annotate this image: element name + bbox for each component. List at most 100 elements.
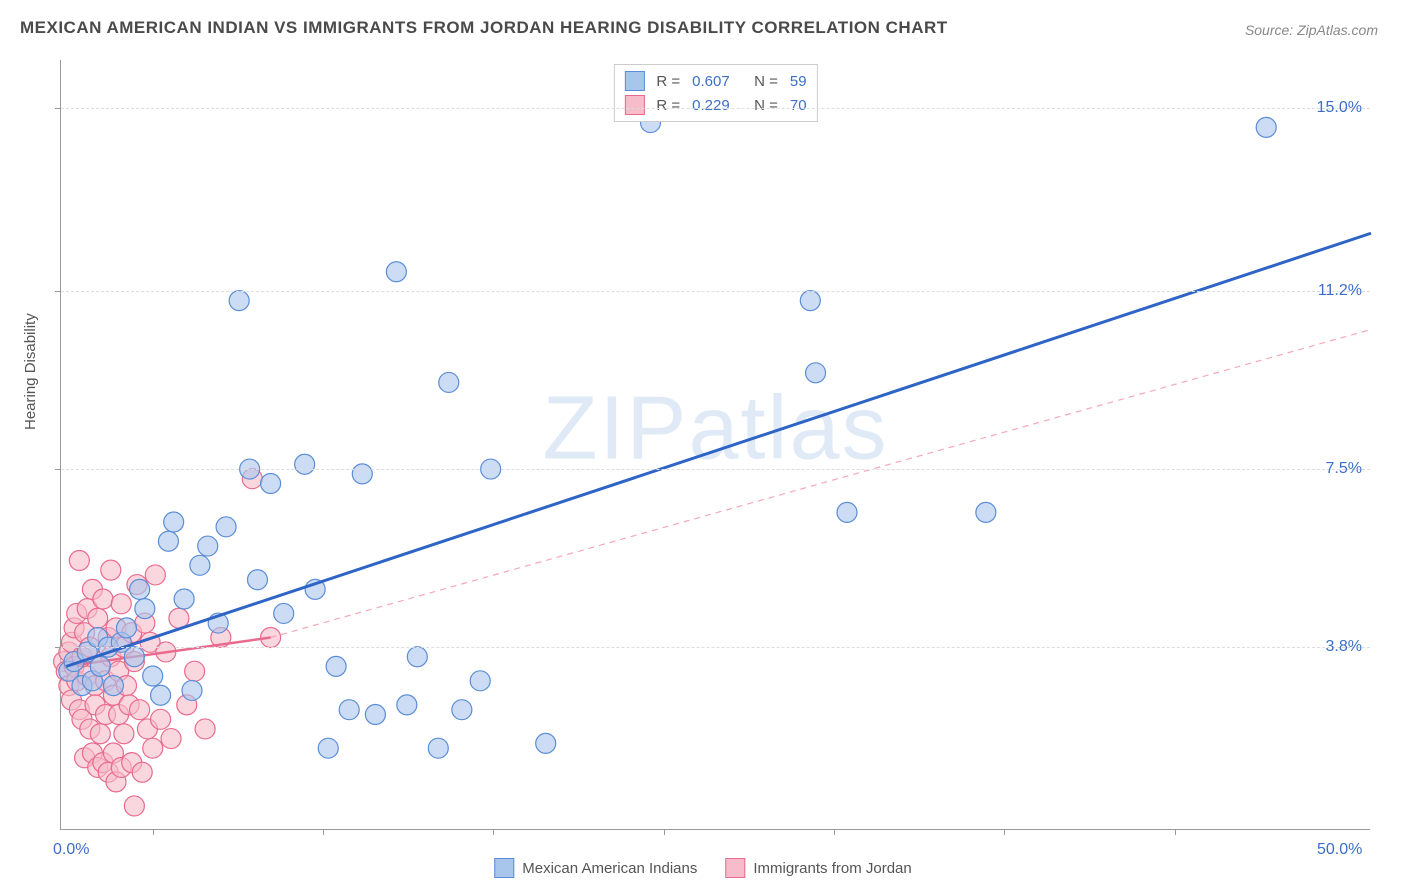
data-point [174,589,194,609]
r-value: 0.229 [692,97,742,114]
data-point [428,738,448,758]
plot-svg [61,60,1370,829]
legend-row: R = 0.229 N = 70 [624,93,806,117]
y-tick-mark [55,647,61,648]
gridline [61,108,1370,109]
x-tick-mark [323,829,324,835]
legend-correlation: R = 0.607 N = 59 R = 0.229 N = 70 [613,64,817,122]
y-tick-label: 15.0% [1317,99,1362,117]
n-value: 59 [790,73,807,90]
legend-swatch [624,95,644,115]
r-value: 0.607 [692,73,742,90]
data-point [397,695,417,715]
data-point [103,676,123,696]
legend-series: Mexican American Indians Immigrants from … [494,858,911,878]
legend-swatch [494,858,514,878]
data-point [130,579,150,599]
x-tick-mark [834,829,835,835]
data-point [145,565,165,585]
n-label: N = [754,97,778,114]
data-point [93,589,113,609]
x-tick-label: 50.0% [1317,841,1362,859]
data-point [161,729,181,749]
data-point [124,647,144,667]
data-point [407,647,427,667]
data-point [261,474,281,494]
trend-line [66,233,1371,666]
legend-row: R = 0.607 N = 59 [624,69,806,93]
legend-swatch [725,858,745,878]
data-point [190,555,210,575]
gridline [61,469,1370,470]
gridline [61,647,1370,648]
legend-label: Mexican American Indians [522,860,697,877]
data-point [88,608,108,628]
y-axis-label: Hearing Disability [22,313,39,430]
data-point [274,603,294,623]
legend-swatch [624,71,644,91]
data-point [101,560,121,580]
data-point [69,551,89,571]
data-point [111,594,131,614]
y-tick-label: 3.8% [1326,638,1362,656]
n-label: N = [754,73,778,90]
r-label: R = [656,97,680,114]
data-point [386,262,406,282]
data-point [229,291,249,311]
data-point [151,685,171,705]
chart-container: MEXICAN AMERICAN INDIAN VS IMMIGRANTS FR… [0,0,1406,892]
data-point [837,502,857,522]
data-point [216,517,236,537]
gridline [61,291,1370,292]
y-tick-label: 7.5% [1326,460,1362,478]
data-point [439,372,459,392]
x-tick-mark [153,829,154,835]
y-tick-mark [55,291,61,292]
data-point [976,502,996,522]
data-point [326,656,346,676]
plot-area: ZIPatlas R =0.607N =59R =0.229N =70 3.8%… [60,60,1370,830]
chart-title: MEXICAN AMERICAN INDIAN VS IMMIGRANTS FR… [20,18,948,38]
data-point [470,671,490,691]
data-point [352,464,372,484]
data-point [185,661,205,681]
data-point [143,738,163,758]
data-point [90,656,110,676]
x-tick-mark [1175,829,1176,835]
x-tick-label: 0.0% [53,841,89,859]
data-point [117,618,137,638]
data-point [295,454,315,474]
data-point [365,705,385,725]
x-tick-mark [493,829,494,835]
data-point [164,512,184,532]
data-point [124,796,144,816]
legend-item: Immigrants from Jordan [725,858,911,878]
data-point [143,666,163,686]
legend-item: Mexican American Indians [494,858,697,878]
data-point [135,599,155,619]
n-value: 70 [790,97,807,114]
data-point [130,700,150,720]
y-tick-mark [55,108,61,109]
data-point [182,680,202,700]
y-tick-label: 11.2% [1318,282,1362,300]
data-point [800,291,820,311]
y-tick-mark [55,469,61,470]
data-point [132,762,152,782]
data-point [536,733,556,753]
data-point [151,709,171,729]
x-tick-mark [664,829,665,835]
data-point [195,719,215,739]
data-point [90,724,110,744]
data-point [318,738,338,758]
r-label: R = [656,73,680,90]
data-point [1256,117,1276,137]
legend-label: Immigrants from Jordan [753,860,911,877]
data-point [452,700,472,720]
data-point [339,700,359,720]
chart-source: Source: ZipAtlas.com [1245,22,1378,38]
data-point [198,536,218,556]
data-point [806,363,826,383]
data-point [248,570,268,590]
data-point [114,724,134,744]
